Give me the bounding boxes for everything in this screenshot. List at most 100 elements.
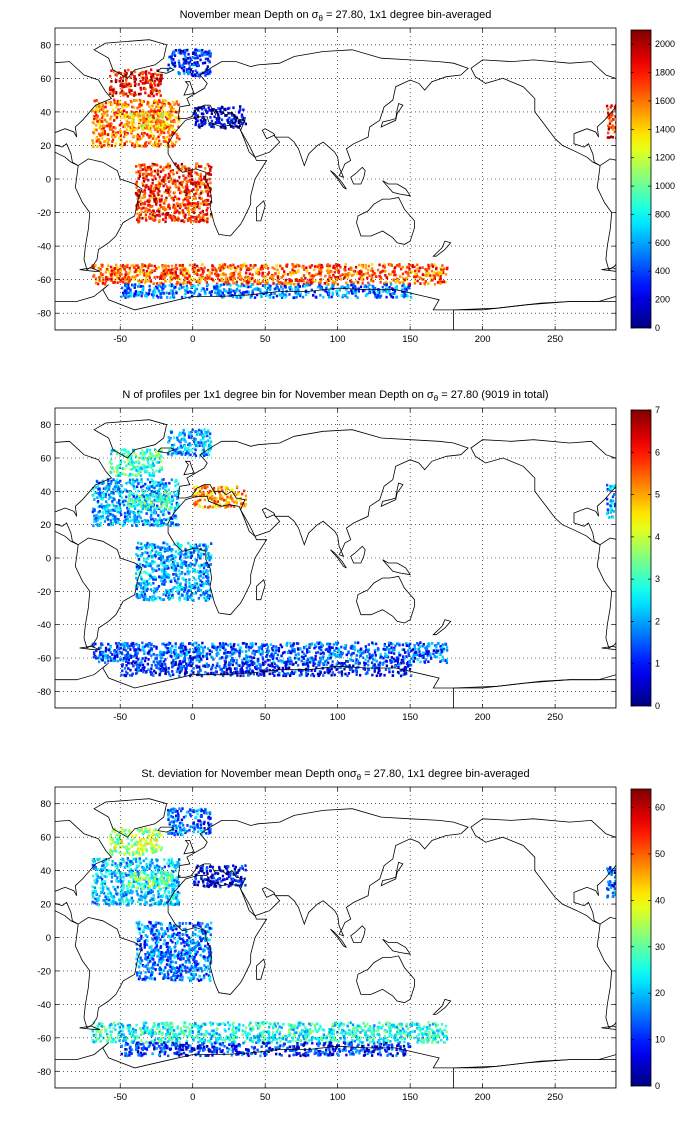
data-cell xyxy=(125,450,128,454)
data-cell xyxy=(293,269,296,273)
data-cell xyxy=(386,291,389,294)
data-cell xyxy=(133,128,137,132)
data-cell xyxy=(169,589,173,592)
data-cell xyxy=(113,119,116,122)
data-cell xyxy=(144,272,148,275)
data-cell xyxy=(220,486,223,489)
data-cell xyxy=(134,93,137,97)
data-cell xyxy=(154,576,157,579)
data-cell xyxy=(174,182,177,186)
data-cell xyxy=(150,517,153,521)
data-cell xyxy=(204,213,208,216)
coastline xyxy=(157,67,175,74)
data-cell xyxy=(304,289,308,293)
data-cell xyxy=(125,113,128,117)
data-cell xyxy=(123,503,126,507)
data-cell xyxy=(176,482,179,486)
data-cell xyxy=(304,277,307,280)
data-cell xyxy=(201,495,204,499)
data-cell xyxy=(180,295,184,299)
data-cell xyxy=(146,122,150,125)
data-cell xyxy=(182,271,185,274)
data-cell xyxy=(204,440,208,444)
data-cell xyxy=(164,505,168,509)
data-cell xyxy=(137,582,140,585)
data-cell xyxy=(146,81,149,84)
data-cell xyxy=(164,113,167,116)
data-cell xyxy=(120,110,124,113)
data-cell xyxy=(144,213,148,217)
data-cell xyxy=(157,180,161,184)
data-cell xyxy=(198,74,201,78)
data-cell xyxy=(377,294,380,297)
data-cell xyxy=(154,197,158,201)
data-cell xyxy=(235,280,239,284)
data-cell xyxy=(179,555,182,558)
data-cell xyxy=(418,266,422,270)
data-cell xyxy=(209,554,213,557)
data-cell xyxy=(295,279,298,282)
data-cell xyxy=(207,186,210,189)
data-cell xyxy=(118,506,121,510)
data-cell xyxy=(145,144,148,148)
data-cell xyxy=(116,277,119,280)
data-cell xyxy=(107,138,110,141)
data-cell xyxy=(97,524,101,527)
data-cell xyxy=(149,212,152,216)
data-cell xyxy=(120,472,123,476)
data-cell xyxy=(95,516,98,520)
data-cell xyxy=(330,284,334,288)
data-cell xyxy=(302,274,306,277)
data-cell xyxy=(127,499,131,503)
data-cell xyxy=(277,276,280,280)
data-cell xyxy=(185,183,189,186)
data-cell xyxy=(245,264,248,268)
data-cell xyxy=(102,481,105,485)
data-cell xyxy=(188,192,191,195)
data-cell xyxy=(171,51,175,55)
data-cell xyxy=(243,504,246,508)
data-cell xyxy=(607,126,611,129)
data-cell xyxy=(237,284,240,288)
data-cell xyxy=(207,491,210,495)
data-cell xyxy=(204,485,207,489)
data-cell xyxy=(177,505,180,508)
data-cell xyxy=(174,195,177,199)
data-cell xyxy=(194,197,198,200)
data-cell xyxy=(122,453,126,456)
data-cell xyxy=(168,292,171,295)
data-cell xyxy=(136,274,139,277)
data-cell xyxy=(149,554,152,558)
data-cell xyxy=(116,507,120,510)
data-cell xyxy=(132,134,135,138)
data-cell xyxy=(157,461,161,464)
data-cell xyxy=(141,216,144,220)
data-cell xyxy=(169,278,172,282)
data-cell xyxy=(224,498,228,502)
data-cell xyxy=(187,434,191,437)
data-cell xyxy=(113,101,116,105)
data-cell xyxy=(277,281,280,284)
data-cell xyxy=(330,287,333,290)
data-cell xyxy=(166,556,169,559)
data-cell xyxy=(348,272,352,276)
data-cell xyxy=(114,135,117,139)
data-cell xyxy=(181,201,185,205)
data-cell xyxy=(186,287,189,290)
data-cell xyxy=(160,482,164,485)
data-cell xyxy=(164,183,167,186)
chart-panel-1: November mean Depth on σθ = 27.80, 1x1 d… xyxy=(37,9,675,345)
data-cell xyxy=(120,116,123,120)
x-tick-label: 200 xyxy=(475,334,491,345)
data-cell xyxy=(294,285,297,289)
data-cell xyxy=(123,289,127,293)
data-cell xyxy=(107,514,110,518)
data-cell xyxy=(398,263,401,266)
data-cell xyxy=(167,507,171,511)
data-cell xyxy=(440,268,444,272)
data-cell xyxy=(203,441,206,444)
data-cell xyxy=(176,436,179,440)
data-cell xyxy=(100,112,104,116)
data-cell xyxy=(105,500,108,503)
data-cell xyxy=(165,189,168,192)
